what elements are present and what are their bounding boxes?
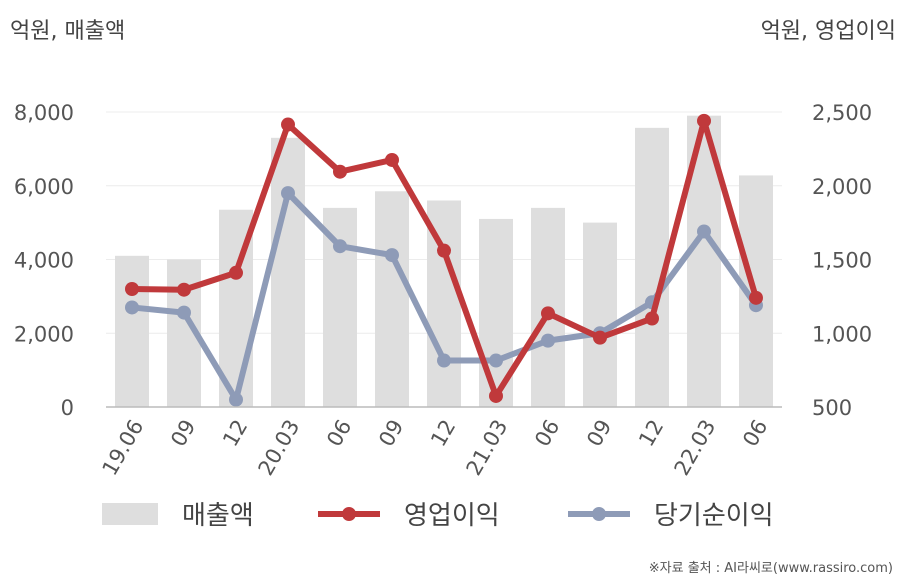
left-axis-ticks: 0 2,000 4,000 6,000 8,000: [14, 101, 74, 420]
legend-marker: [592, 507, 606, 521]
bar-매출액: [375, 191, 409, 407]
x-axis-ticks: 19.06 09 12 20.03 06 09 12 21.03 06 09 12 22.03 06: [97, 416, 772, 480]
source-credit: ※자료 출처 : AI라씨로(www.rassiro.com): [649, 561, 893, 576]
point-영업이익: [385, 152, 399, 167]
bar-매출액: [271, 137, 305, 407]
bar-매출액: [583, 222, 617, 407]
right-tick-label: 1,000: [812, 322, 872, 346]
left-tick-label: 8,000: [14, 101, 74, 125]
point-영업이익: [749, 290, 763, 305]
left-axis-unit: 억원, 매출액: [10, 19, 125, 44]
point-당기순이익: [281, 186, 295, 201]
right-axis-ticks: 500 1,000 1,500 2,000 2,500: [812, 101, 872, 420]
line-series: [125, 113, 763, 407]
right-tick-label: 1,500: [812, 249, 872, 273]
x-tick-label: 09: [166, 416, 200, 451]
point-영업이익: [593, 330, 607, 345]
x-tick-label: 20.03: [253, 416, 304, 480]
point-당기순이익: [177, 305, 191, 320]
x-tick-label: 06: [530, 416, 564, 451]
point-당기순이익: [229, 392, 243, 407]
legend-item-당기순이익: 당기순이익: [568, 501, 774, 531]
x-tick-label: 06: [322, 416, 356, 451]
x-tick-label: 12: [218, 416, 252, 451]
point-당기순이익: [333, 239, 347, 254]
x-tick-label: 12: [426, 416, 460, 451]
point-영업이익: [177, 282, 191, 297]
legend-marker: [342, 507, 356, 521]
point-당기순이익: [697, 224, 711, 239]
legend-item-영업이익: 영업이익: [318, 501, 500, 531]
point-영업이익: [541, 306, 555, 321]
right-tick-label: 500: [812, 396, 852, 420]
point-영업이익: [489, 388, 503, 403]
right-tick-label: 2,000: [812, 175, 872, 199]
point-당기순이익: [541, 333, 555, 348]
x-tick-label: 06: [738, 416, 772, 451]
x-tick-label: 21.03: [461, 416, 512, 480]
legend-label: 당기순이익: [654, 501, 774, 531]
bar-매출액: [115, 255, 149, 407]
legend-item-매출액: 매출액: [102, 501, 254, 531]
x-tick-label: 22.03: [669, 416, 720, 480]
legend-swatch: [102, 503, 158, 525]
point-당기순이익: [489, 353, 503, 368]
x-tick-label: 12: [634, 416, 668, 451]
left-tick-label: 0: [61, 396, 74, 420]
point-영업이익: [697, 113, 711, 128]
point-영업이익: [281, 117, 295, 132]
x-tick-label: 09: [374, 416, 408, 451]
point-영업이익: [333, 164, 347, 179]
left-tick-label: 4,000: [14, 249, 74, 273]
x-tick-label: 09: [582, 416, 616, 451]
x-tick-label: 19.06: [97, 416, 148, 480]
point-당기순이익: [385, 248, 399, 263]
point-영업이익: [125, 282, 139, 296]
legend: 매출액 영업이익 당기순이익: [102, 501, 774, 531]
point-당기순이익: [125, 300, 139, 315]
point-당기순이익: [437, 353, 451, 368]
legend-label: 영업이익: [404, 501, 500, 531]
point-영업이익: [645, 311, 659, 326]
left-tick-label: 6,000: [14, 175, 74, 199]
point-영업이익: [437, 243, 451, 258]
left-tick-label: 2,000: [14, 322, 74, 346]
right-tick-label: 2,500: [812, 101, 872, 125]
point-영업이익: [229, 265, 243, 280]
legend-label: 매출액: [182, 501, 254, 531]
revenue-bars: [115, 115, 773, 407]
right-axis-unit: 억원, 영업이익: [761, 19, 896, 44]
